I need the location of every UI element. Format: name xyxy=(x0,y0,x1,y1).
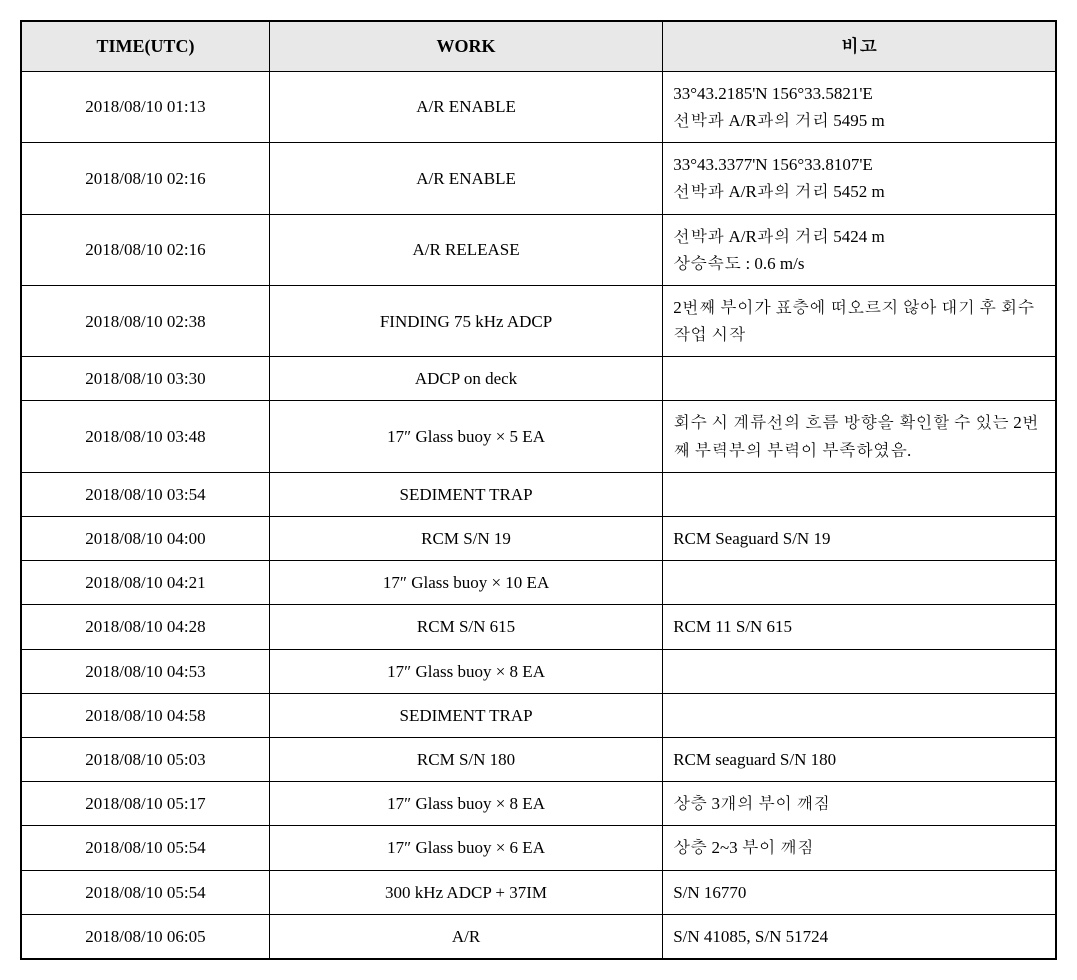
header-work: WORK xyxy=(269,21,662,71)
cell-note: RCM 11 S/N 615 xyxy=(663,605,1056,649)
table-row: 2018/08/10 02:16A/R ENABLE33°43.3377'N 1… xyxy=(21,143,1056,214)
table-row: 2018/08/10 03:30ADCP on deck xyxy=(21,357,1056,401)
cell-time: 2018/08/10 01:13 xyxy=(21,71,269,142)
table-row: 2018/08/10 03:4817″ Glass buoy × 5 EA회수 … xyxy=(21,401,1056,472)
table-row: 2018/08/10 04:28RCM S/N 615RCM 11 S/N 61… xyxy=(21,605,1056,649)
table-row: 2018/08/10 05:03RCM S/N 180RCM seaguard … xyxy=(21,737,1056,781)
cell-work: 300 kHz ADCP + 37IM xyxy=(269,870,662,914)
cell-work: RCM S/N 19 xyxy=(269,517,662,561)
cell-time: 2018/08/10 05:17 xyxy=(21,782,269,826)
table-row: 2018/08/10 05:5417″ Glass buoy × 6 EA상층 … xyxy=(21,826,1056,870)
table-row: 2018/08/10 04:58SEDIMENT TRAP xyxy=(21,693,1056,737)
cell-work: 17″ Glass buoy × 6 EA xyxy=(269,826,662,870)
cell-note: RCM Seaguard S/N 19 xyxy=(663,517,1056,561)
cell-time: 2018/08/10 04:58 xyxy=(21,693,269,737)
table-row: 2018/08/10 02:38FINDING 75 kHz ADCP2번째 부… xyxy=(21,285,1056,356)
cell-time: 2018/08/10 05:03 xyxy=(21,737,269,781)
cell-note: 33°43.3377'N 156°33.8107'E선박과 A/R과의 거리 5… xyxy=(663,143,1056,214)
cell-time: 2018/08/10 03:54 xyxy=(21,472,269,516)
cell-time: 2018/08/10 03:30 xyxy=(21,357,269,401)
table-row: 2018/08/10 04:5317″ Glass buoy × 8 EA xyxy=(21,649,1056,693)
log-table: TIME(UTC) WORK 비고 2018/08/10 01:13A/R EN… xyxy=(20,20,1057,960)
cell-note: S/N 16770 xyxy=(663,870,1056,914)
cell-work: A/R RELEASE xyxy=(269,214,662,285)
cell-work: 17″ Glass buoy × 5 EA xyxy=(269,401,662,472)
cell-work: A/R ENABLE xyxy=(269,71,662,142)
cell-time: 2018/08/10 04:00 xyxy=(21,517,269,561)
cell-work: ADCP on deck xyxy=(269,357,662,401)
cell-work: FINDING 75 kHz ADCP xyxy=(269,285,662,356)
header-time: TIME(UTC) xyxy=(21,21,269,71)
cell-work: RCM S/N 615 xyxy=(269,605,662,649)
table-row: 2018/08/10 01:13A/R ENABLE33°43.2185'N 1… xyxy=(21,71,1056,142)
cell-note: 상층 2~3 부이 깨짐 xyxy=(663,826,1056,870)
cell-time: 2018/08/10 04:28 xyxy=(21,605,269,649)
cell-time: 2018/08/10 04:53 xyxy=(21,649,269,693)
cell-work: 17″ Glass buoy × 10 EA xyxy=(269,561,662,605)
cell-note xyxy=(663,357,1056,401)
table-row: 2018/08/10 02:16A/R RELEASE선박과 A/R과의 거리 … xyxy=(21,214,1056,285)
cell-note xyxy=(663,561,1056,605)
cell-note: S/N 41085, S/N 51724 xyxy=(663,914,1056,959)
cell-note: RCM seaguard S/N 180 xyxy=(663,737,1056,781)
cell-work: SEDIMENT TRAP xyxy=(269,693,662,737)
table-row: 2018/08/10 05:54300 kHz ADCP + 37IMS/N 1… xyxy=(21,870,1056,914)
cell-time: 2018/08/10 05:54 xyxy=(21,870,269,914)
cell-work: 17″ Glass buoy × 8 EA xyxy=(269,649,662,693)
cell-time: 2018/08/10 02:16 xyxy=(21,143,269,214)
cell-time: 2018/08/10 02:16 xyxy=(21,214,269,285)
cell-note: 33°43.2185'N 156°33.5821'E선박과 A/R과의 거리 5… xyxy=(663,71,1056,142)
cell-work: A/R ENABLE xyxy=(269,143,662,214)
header-note: 비고 xyxy=(663,21,1056,71)
cell-work: RCM S/N 180 xyxy=(269,737,662,781)
cell-time: 2018/08/10 05:54 xyxy=(21,826,269,870)
table-row: 2018/08/10 03:54SEDIMENT TRAP xyxy=(21,472,1056,516)
cell-note xyxy=(663,472,1056,516)
cell-note: 상층 3개의 부이 깨짐 xyxy=(663,782,1056,826)
cell-note xyxy=(663,649,1056,693)
cell-time: 2018/08/10 02:38 xyxy=(21,285,269,356)
table-row: 2018/08/10 06:05A/RS/N 41085, S/N 51724 xyxy=(21,914,1056,959)
table-row: 2018/08/10 04:00RCM S/N 19RCM Seaguard S… xyxy=(21,517,1056,561)
cell-note xyxy=(663,693,1056,737)
cell-time: 2018/08/10 04:21 xyxy=(21,561,269,605)
cell-note: 선박과 A/R과의 거리 5424 m상승속도 : 0.6 m/s xyxy=(663,214,1056,285)
cell-time: 2018/08/10 06:05 xyxy=(21,914,269,959)
table-row: 2018/08/10 04:2117″ Glass buoy × 10 EA xyxy=(21,561,1056,605)
cell-note: 회수 시 계류선의 흐름 방향을 확인할 수 있는 2번째 부력부의 부력이 부… xyxy=(663,401,1056,472)
cell-work: SEDIMENT TRAP xyxy=(269,472,662,516)
cell-work: 17″ Glass buoy × 8 EA xyxy=(269,782,662,826)
cell-work: A/R xyxy=(269,914,662,959)
header-row: TIME(UTC) WORK 비고 xyxy=(21,21,1056,71)
cell-time: 2018/08/10 03:48 xyxy=(21,401,269,472)
cell-note: 2번째 부이가 표층에 떠오르지 않아 대기 후 회수 작업 시작 xyxy=(663,285,1056,356)
table-row: 2018/08/10 05:1717″ Glass buoy × 8 EA상층 … xyxy=(21,782,1056,826)
